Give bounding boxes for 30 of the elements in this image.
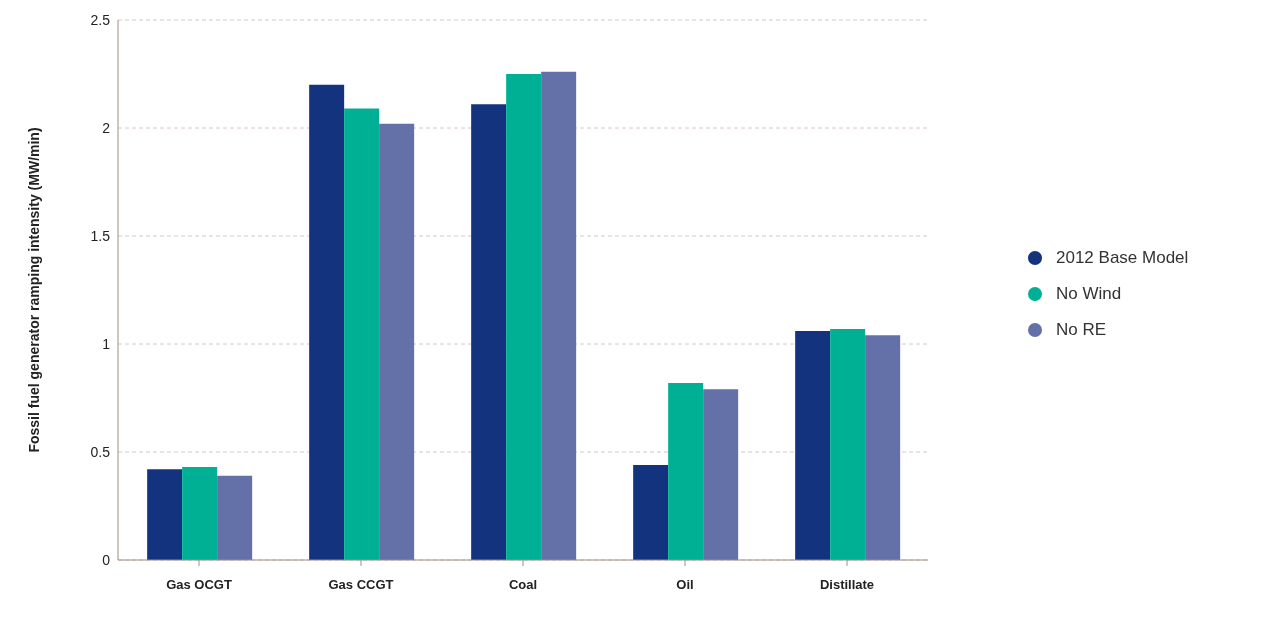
x-tick-label: Coal	[508, 577, 538, 593]
bar	[344, 108, 380, 560]
y-tick-label: 2.5	[90, 11, 111, 28]
x-tick-label: Oil	[676, 577, 694, 593]
bar	[217, 475, 253, 560]
bar	[830, 328, 866, 560]
y-tick-label: 0.5	[90, 443, 111, 460]
legend-label: No RE	[1056, 320, 1107, 340]
bar	[379, 123, 415, 560]
bar	[668, 382, 704, 560]
x-tick-label: Gas CCGT	[328, 577, 394, 593]
bar	[471, 104, 507, 560]
bar	[506, 74, 542, 560]
bar	[633, 464, 669, 560]
x-tick-label: Distillate	[819, 577, 875, 593]
y-tick-label: 1	[102, 335, 111, 352]
y-tick-label: 1.5	[90, 227, 111, 244]
x-tick-label: Gas OCGT	[166, 577, 232, 593]
y-tick-label: 2	[102, 119, 111, 136]
bar	[147, 469, 183, 560]
y-axis-title: Fossil fuel generator ramping intensity (MW/min)	[25, 127, 42, 453]
bar	[865, 335, 901, 560]
y-tick-label: 0	[102, 551, 111, 568]
bar	[541, 71, 577, 560]
bar	[703, 389, 739, 560]
legend-label: No Wind	[1056, 284, 1122, 304]
legend-label: 2012 Base Model	[1056, 248, 1189, 268]
bar	[309, 84, 345, 560]
bar	[795, 331, 831, 560]
bar	[182, 467, 218, 560]
